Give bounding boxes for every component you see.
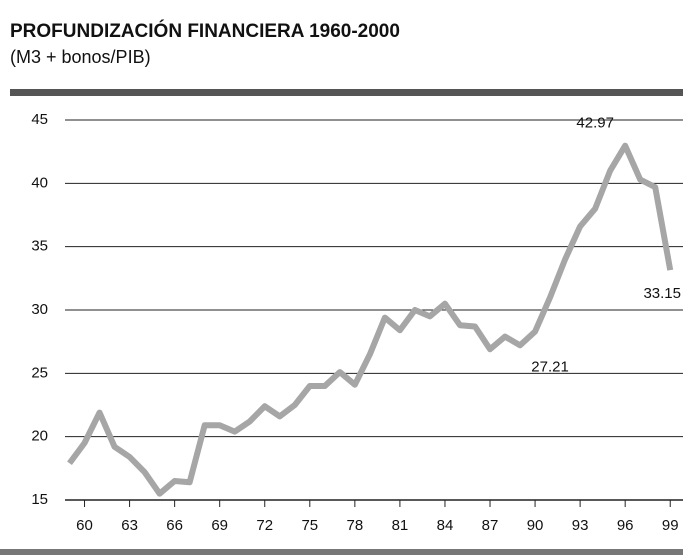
x-tick-label: 60 <box>76 517 93 534</box>
y-tick-label: 30 <box>31 301 48 318</box>
x-tick-label: 72 <box>256 517 273 534</box>
x-tick-label: 87 <box>482 517 499 534</box>
y-tick-label: 40 <box>31 174 48 191</box>
chart-subtitle: (M3 + bonos/PIB) <box>10 47 151 67</box>
y-tick-label: 20 <box>31 428 48 445</box>
x-tick-label: 66 <box>166 517 183 534</box>
x-tick-label: 81 <box>392 517 409 534</box>
x-tick-label: 78 <box>347 517 364 534</box>
x-tick-label: 63 <box>121 517 138 534</box>
x-tick-label: 96 <box>617 517 634 534</box>
y-tick-label: 35 <box>31 238 48 255</box>
data-label: 33.15 <box>643 285 681 302</box>
chart-title: PROFUNDIZACIÓN FINANCIERA 1960-2000 <box>10 20 400 42</box>
y-tick-label: 45 <box>31 111 48 128</box>
footer-bar <box>0 549 683 555</box>
data-label: 42.97 <box>576 115 614 132</box>
x-tick-label: 93 <box>572 517 589 534</box>
y-tick-label: 25 <box>31 364 48 381</box>
y-tick-label: 15 <box>31 491 48 508</box>
x-tick-label: 84 <box>437 517 454 534</box>
x-tick-label: 69 <box>211 517 228 534</box>
data-label: 27.21 <box>531 358 569 375</box>
header-bar <box>10 89 683 96</box>
x-tick-label: 90 <box>527 517 544 534</box>
x-tick-label: 99 <box>662 517 679 534</box>
data-line <box>67 142 674 497</box>
x-tick-label: 75 <box>301 517 318 534</box>
